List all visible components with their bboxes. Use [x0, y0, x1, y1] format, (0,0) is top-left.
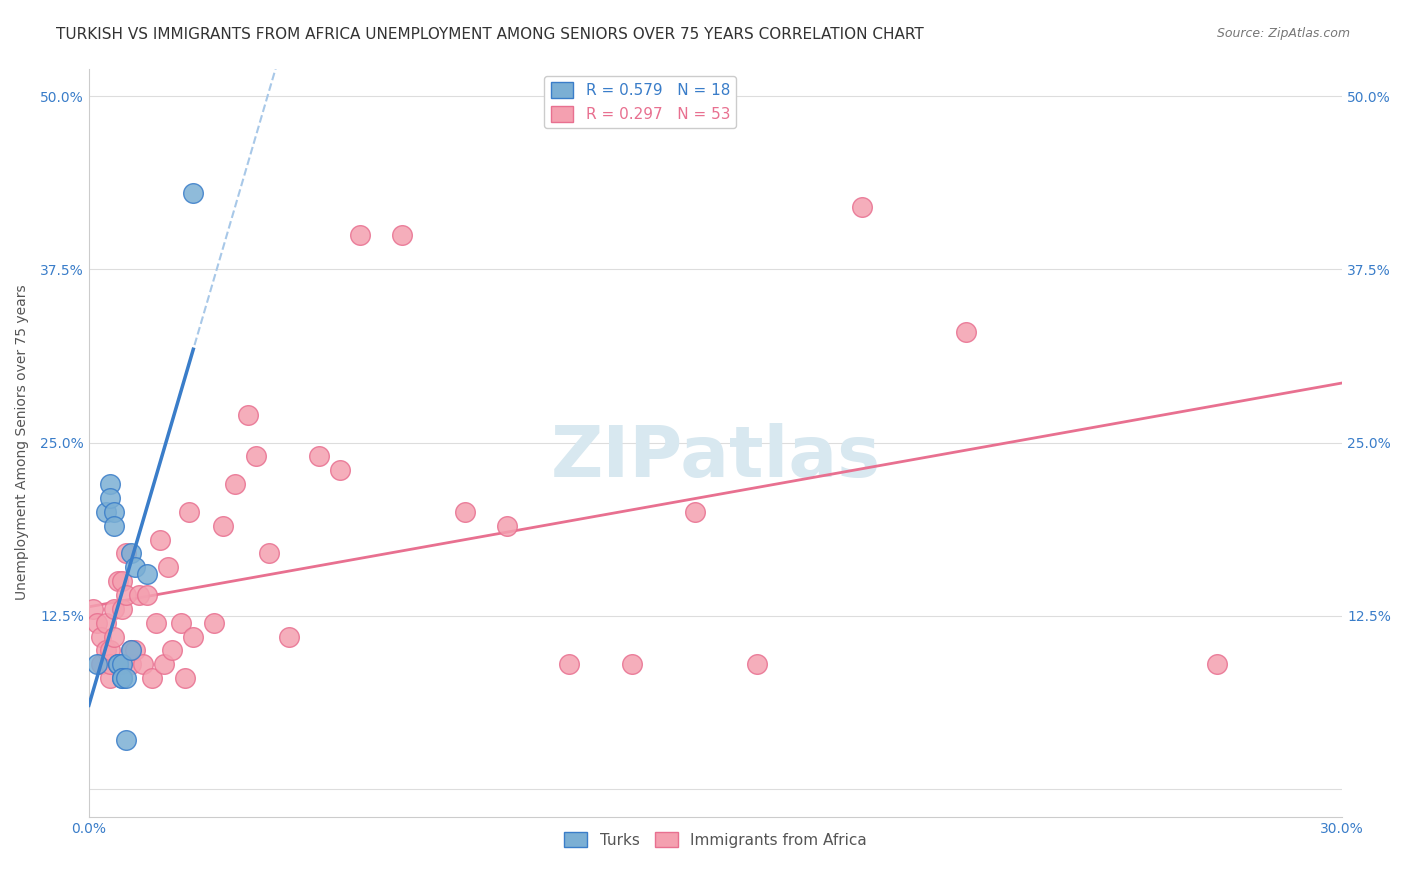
- Point: [94, 505, 117, 519]
- Point: [236, 408, 259, 422]
- Point: [94, 615, 117, 630]
- Point: [98, 657, 121, 672]
- Point: [98, 491, 121, 505]
- Point: [128, 588, 150, 602]
- Point: [111, 671, 134, 685]
- Point: [747, 657, 769, 672]
- Point: [107, 657, 129, 672]
- Point: [111, 574, 134, 589]
- Point: [120, 657, 142, 672]
- Point: [683, 505, 706, 519]
- Y-axis label: Unemployment Among Seniors over 75 years: Unemployment Among Seniors over 75 years: [15, 285, 30, 600]
- Point: [955, 325, 977, 339]
- Point: [391, 227, 413, 242]
- Point: [620, 657, 643, 672]
- Point: [98, 643, 121, 657]
- Point: [495, 518, 517, 533]
- Legend: Turks, Immigrants from Africa: Turks, Immigrants from Africa: [558, 826, 873, 854]
- Point: [136, 588, 159, 602]
- Point: [202, 615, 225, 630]
- Point: [558, 657, 581, 672]
- Text: Source: ZipAtlas.com: Source: ZipAtlas.com: [1216, 27, 1350, 40]
- Text: TURKISH VS IMMIGRANTS FROM AFRICA UNEMPLOYMENT AMONG SENIORS OVER 75 YEARS CORRE: TURKISH VS IMMIGRANTS FROM AFRICA UNEMPL…: [56, 27, 924, 42]
- Point: [257, 546, 280, 560]
- Point: [98, 671, 121, 685]
- Point: [120, 643, 142, 657]
- Point: [328, 463, 350, 477]
- Point: [94, 643, 117, 657]
- Point: [120, 643, 142, 657]
- Point: [1206, 657, 1229, 672]
- Point: [181, 186, 204, 201]
- Point: [157, 560, 180, 574]
- Text: ZIPatlas: ZIPatlas: [551, 423, 880, 492]
- Point: [179, 505, 201, 519]
- Point: [132, 657, 155, 672]
- Point: [111, 657, 134, 672]
- Point: [103, 630, 125, 644]
- Point: [136, 567, 159, 582]
- Point: [308, 450, 330, 464]
- Point: [153, 657, 176, 672]
- Point: [115, 671, 138, 685]
- Point: [103, 518, 125, 533]
- Point: [90, 630, 112, 644]
- Point: [124, 643, 146, 657]
- Point: [245, 450, 267, 464]
- Point: [111, 671, 134, 685]
- Point: [103, 602, 125, 616]
- Point: [162, 643, 184, 657]
- Point: [107, 657, 129, 672]
- Point: [454, 505, 477, 519]
- Point: [181, 630, 204, 644]
- Point: [851, 200, 873, 214]
- Point: [98, 477, 121, 491]
- Point: [349, 227, 371, 242]
- Point: [149, 533, 172, 547]
- Point: [170, 615, 193, 630]
- Point: [86, 657, 108, 672]
- Point: [86, 615, 108, 630]
- Point: [115, 546, 138, 560]
- Point: [141, 671, 163, 685]
- Point: [107, 574, 129, 589]
- Point: [115, 588, 138, 602]
- Point: [103, 505, 125, 519]
- Point: [120, 546, 142, 560]
- Point: [211, 518, 233, 533]
- Point: [145, 615, 167, 630]
- Point: [90, 657, 112, 672]
- Point: [111, 602, 134, 616]
- Point: [107, 657, 129, 672]
- Point: [224, 477, 246, 491]
- Point: [82, 602, 104, 616]
- Point: [124, 560, 146, 574]
- Point: [115, 733, 138, 747]
- Point: [278, 630, 301, 644]
- Point: [174, 671, 197, 685]
